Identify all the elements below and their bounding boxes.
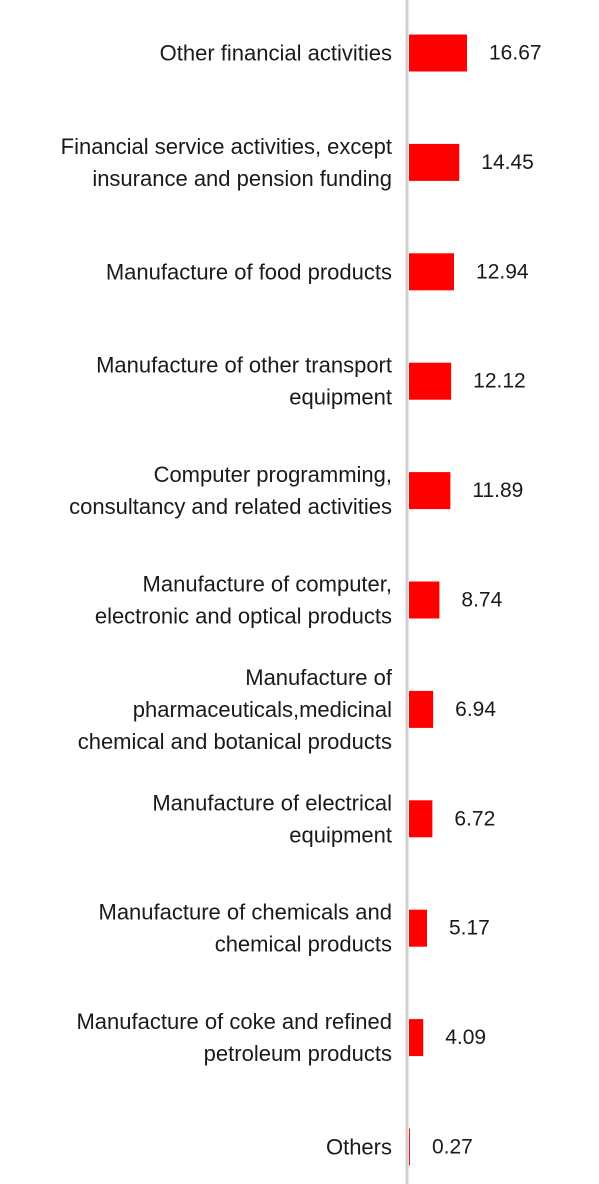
category-label: Manufacture of food products [106, 259, 392, 284]
category-label-line: Others [326, 1135, 392, 1160]
category-label-line: chemical products [215, 932, 392, 957]
value-label: 12.12 [473, 370, 526, 393]
bar [409, 1019, 424, 1057]
bar [409, 362, 452, 400]
category-label-line: Manufacture of coke and refined [76, 1009, 392, 1034]
bars [409, 34, 467, 1166]
bar [409, 690, 434, 728]
category-label-line: Manufacture of other transport [96, 353, 392, 378]
category-label-line: Manufacture of [245, 665, 393, 690]
category-label: Manufacture of pharmaceuticals,medicinal c… [78, 665, 393, 754]
category-label-line: Manufacture of computer, [143, 572, 392, 597]
category-label-line: insurance and pension funding [92, 166, 392, 191]
bar [409, 143, 460, 181]
category-label: Other financial activities [160, 41, 392, 66]
category-label-line: Manufacture of food products [106, 259, 392, 284]
value-label: 11.89 [472, 479, 523, 502]
category-label: Manufacture of computer, electronic and o… [95, 572, 392, 629]
category-labels: Other financial activities Financial serv… [61, 41, 393, 1160]
bar [409, 800, 433, 838]
value-label: 4.09 [445, 1026, 486, 1049]
value-label: 6.94 [455, 698, 496, 721]
value-label: 5.17 [449, 917, 490, 940]
value-label: 8.74 [461, 589, 502, 612]
category-label: Manufacture of coke and refined petroleum… [76, 1009, 392, 1066]
category-label: Manufacture of electrical equipment [152, 790, 392, 847]
category-label-line: Manufacture of electrical [152, 790, 392, 815]
bar [409, 472, 451, 510]
bar [409, 34, 467, 72]
bar [409, 909, 427, 947]
category-label: Manufacture of other transport equipment [96, 353, 392, 410]
category-label-line: equipment [289, 385, 392, 410]
bar [409, 581, 440, 619]
category-label-line: equipment [289, 822, 392, 847]
category-label-line: Financial service activities, except [61, 134, 392, 159]
category-label-line: consultancy and related activities [69, 494, 392, 519]
category-label-line: chemical and botanical products [78, 729, 392, 754]
value-labels: 16.67 14.45 12.94 12.12 11.89 8.74 6.94 6.72 5.1… [432, 42, 542, 1159]
value-label: 6.72 [454, 807, 495, 830]
value-label: 0.27 [432, 1136, 473, 1159]
category-label: Others [326, 1135, 392, 1160]
bar [409, 1128, 410, 1166]
value-label: 12.94 [476, 260, 529, 283]
value-label: 16.67 [489, 42, 542, 65]
category-label-line: Computer programming, [154, 462, 392, 487]
value-label: 14.45 [481, 151, 534, 174]
category-label-line: pharmaceuticals,medicinal [133, 697, 392, 722]
category-label: Computer programming, consultancy and rel… [69, 462, 392, 519]
category-label: Financial service activities, except insu… [61, 134, 392, 191]
category-label-line: electronic and optical products [95, 604, 392, 629]
category-label-line: Other financial activities [160, 41, 392, 66]
category-label-line: Manufacture of chemicals and [99, 900, 393, 925]
category-label-line: petroleum products [204, 1041, 392, 1066]
bar [409, 253, 455, 291]
category-label: Manufacture of chemicals and chemical pro… [99, 900, 393, 957]
